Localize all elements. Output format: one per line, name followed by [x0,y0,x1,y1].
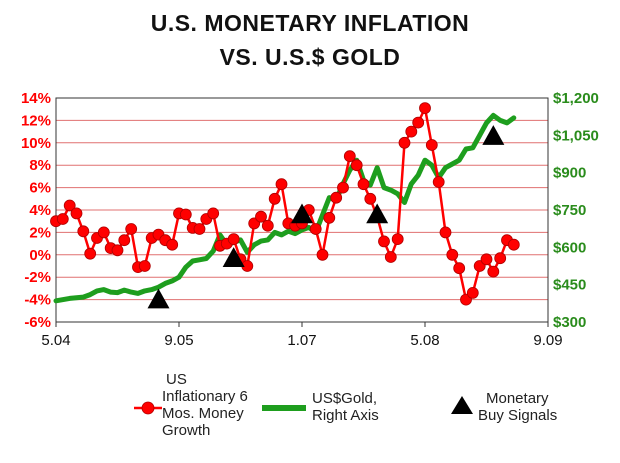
money-growth-point [193,223,206,235]
chart-title-line-1: U.S. MONETARY INFLATION [150,10,470,36]
left-tick-label: -4% [24,292,51,309]
left-tick-label: -6% [24,314,51,331]
money-growth-point [227,233,240,246]
money-growth-point [432,176,445,188]
legend-label-money: US [166,371,187,388]
right-tick-label: $450 [553,277,586,294]
money-growth-point [412,116,425,129]
money-growth-point [384,251,397,263]
right-tick-label: $300 [553,314,586,331]
left-tick-label: 10% [21,135,51,152]
money-growth-point [56,213,69,225]
x-tick-label: 1.07 [287,332,316,349]
money-growth-point [84,247,97,260]
left-tick-label: 12% [21,112,51,129]
money-growth-point [70,207,83,220]
money-growth-point [255,210,267,223]
money-growth-point [77,225,90,238]
money-growth-point [425,139,438,151]
money-growth-point [118,234,131,247]
money-growth-point [350,159,363,172]
money-growth-point [111,244,124,257]
chart-title-line-2: VS. U.S.$ GOLD [219,44,401,70]
legend-swatch-money-marker [141,401,155,415]
buy-signals-series [147,125,505,309]
money-growth-point [398,136,411,149]
axes: 14% 12% 10% 8% 6% 4% 2% 0% -2% -4% -6% $1,200 $1,050… [21,90,599,349]
buy-signal-marker [291,203,313,224]
x-tick-label: 9.05 [164,332,193,349]
money-growth-point [391,233,404,246]
money-growth-point [446,248,459,261]
money-growth-point [439,226,452,239]
money-growth-point [207,207,220,220]
money-growth-point [378,235,390,248]
legend-label-signal: Monetary [486,390,549,407]
legend-label-gold: US$Gold, [312,390,377,407]
money-growth-point [453,262,466,275]
money-growth-line [55,106,515,301]
money-growth-point [138,260,151,272]
money-growth-point [494,252,507,265]
right-tick-label: $750 [553,202,586,219]
money-growth-point [275,178,288,191]
right-tick-label: $900 [553,165,586,182]
gold-series [53,112,517,304]
left-tick-label: 8% [29,157,51,174]
money-growth-point [323,211,336,224]
buy-signal-marker [366,203,389,224]
x-tick-label: 5.08 [410,332,439,349]
left-tick-label: -2% [24,269,51,286]
money-growth-point [419,102,431,114]
left-tick-label: 0% [29,247,51,264]
gold-line [53,112,517,304]
money-growth-point [166,238,179,251]
money-growth-point [261,219,274,232]
money-growth-point [268,192,281,205]
x-tick-label: 9.09 [533,332,562,349]
legend-label-money: Mos. Money [162,405,244,422]
x-tick-label: 5.04 [41,332,70,349]
right-tick-label: $600 [553,239,586,256]
left-tick-label: 2% [29,224,51,241]
money-growth-point [63,199,76,212]
money-growth-point [357,178,370,191]
right-tick-label: $1,200 [553,90,599,107]
money-growth-point [405,125,418,138]
money-growth-point [487,265,500,278]
right-tick-label: $1,050 [553,127,599,144]
buy-signal-marker [147,288,170,309]
money-growth-point [480,253,493,266]
money-growth-point [507,238,520,251]
left-tick-label: 4% [29,202,51,219]
legend-label-money: Growth [162,422,210,439]
money-growth-point [309,223,322,235]
legend-label-money: Inflationary 6 [162,388,248,405]
money-growth-point [179,208,192,221]
money-growth-point [343,150,356,163]
money-growth-point [466,286,479,299]
money-growth-point [316,248,329,261]
chart-title: U.S. MONETARY INFLATION VS. U.S.$ GOLD [0,6,620,74]
money-growth-point [125,223,138,235]
money-growth-point [364,192,377,205]
legend-label-gold: Right Axis [312,407,379,424]
buy-signal-marker [222,247,245,267]
legend-label-signal: Buy Signals [478,407,557,424]
buy-signal-marker [482,125,505,145]
left-tick-label: 6% [29,180,51,197]
left-tick-label: 14% [21,90,51,107]
money-growth-point [330,191,343,204]
money-growth-point [337,181,349,194]
legend-swatch-signal [451,396,473,414]
money-growth-series [50,102,520,306]
money-growth-point [97,226,110,239]
